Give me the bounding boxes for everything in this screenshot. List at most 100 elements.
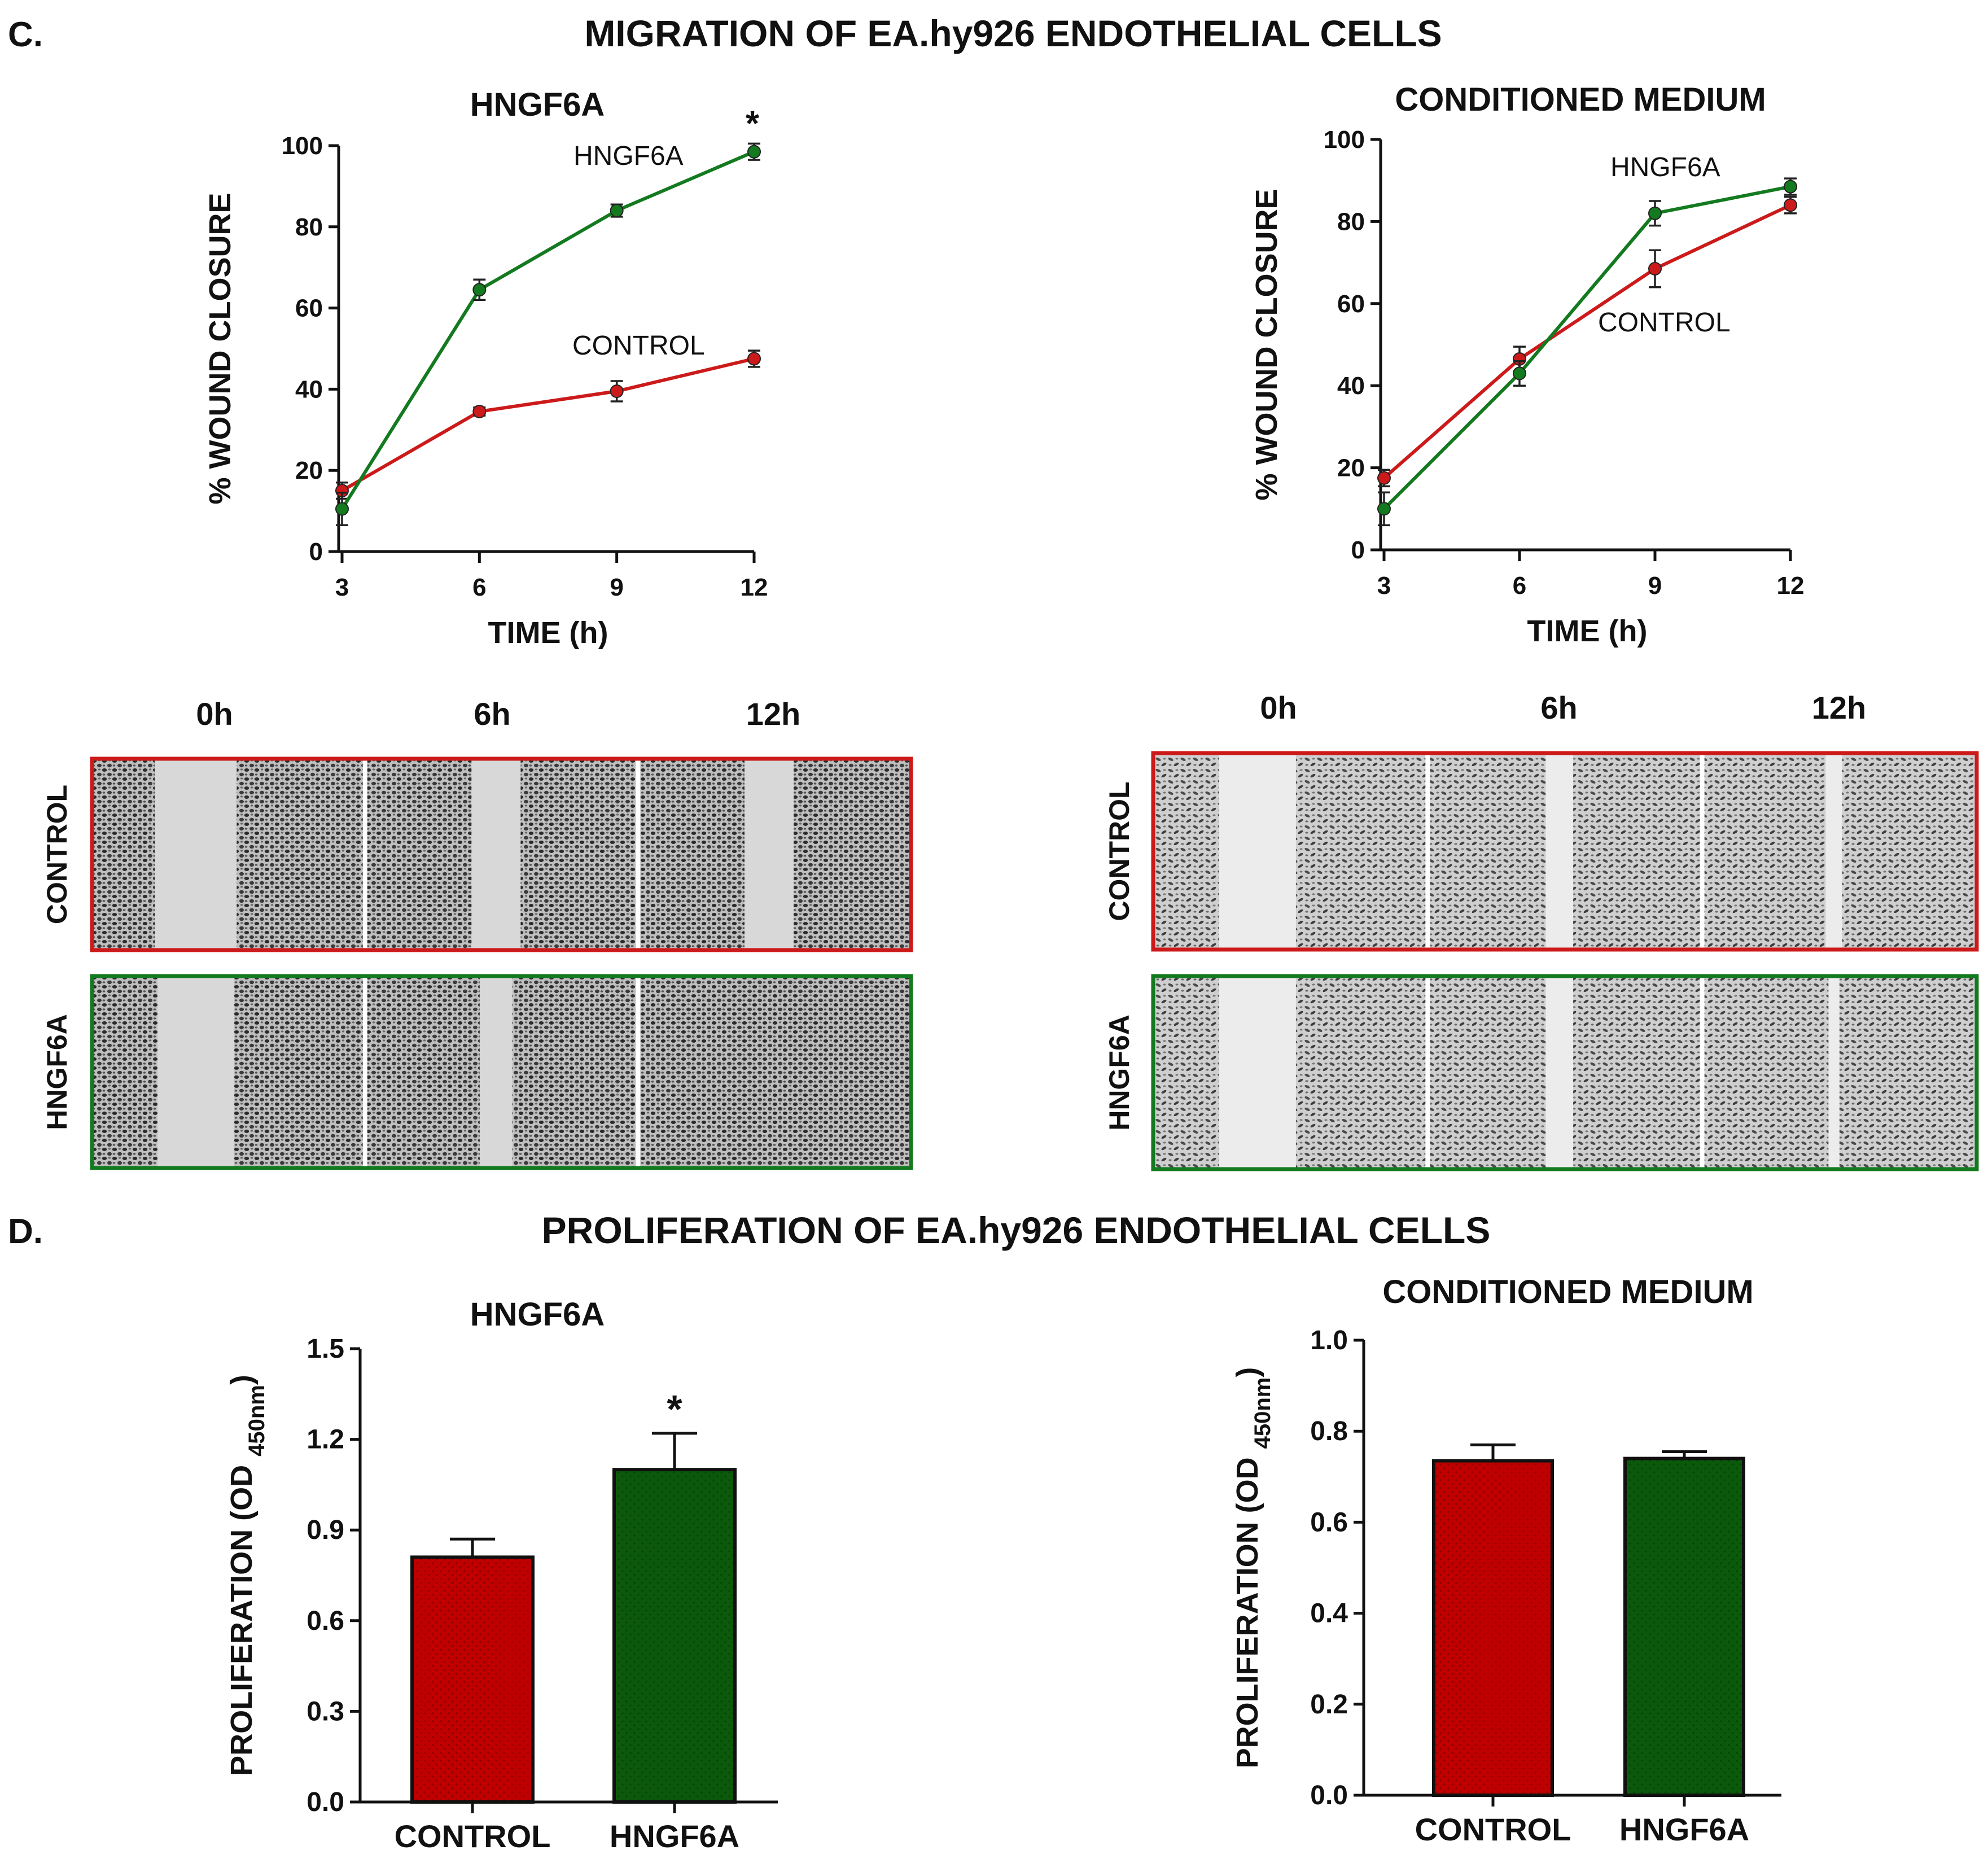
series-control [335, 349, 761, 500]
data-point [1377, 471, 1391, 485]
row-border [90, 974, 913, 1170]
chart-title: HNGF6A [470, 86, 605, 123]
x-axis-label: TIME (h) [1527, 614, 1648, 648]
x-tick-label: 3 [1377, 572, 1391, 600]
frame-divider [1425, 976, 1430, 1169]
y-tick-label: 100 [1324, 126, 1365, 154]
section-d-title: PROLIFERATION OF EA.hy926 ENDOTHELIAL CE… [542, 1209, 1491, 1251]
micrograph-frame [1702, 976, 1977, 1169]
section-c-title: MIGRATION OF EA.hy926 ENDOTHELIAL CELLS [584, 12, 1442, 54]
frame-divider [636, 976, 641, 1168]
frame-divider [1700, 976, 1705, 1169]
data-point [747, 352, 761, 366]
row-border [1151, 751, 1979, 952]
line-chart-hngf6a: HNGF6A 0 20 40 60 80 100 3 6 9 12 TIME (h) % WOUND C… [203, 86, 768, 650]
row-label-hngf6a: HNGF6A [41, 1014, 73, 1130]
x-tick-label: 9 [610, 574, 623, 601]
panel-letter-c: C. [8, 15, 43, 54]
row-border [1151, 974, 1979, 1171]
micrograph-frame [638, 759, 911, 950]
bar-texture [412, 1557, 533, 1802]
y-tick-label: 0.0 [306, 1787, 344, 1817]
frame-divider [1425, 753, 1430, 950]
cell-monolayer [638, 976, 911, 1168]
data-point [1784, 198, 1797, 212]
y-axis-label: % WOUND CLOSURE [1250, 189, 1284, 501]
x-tick-label: HNGF6A [610, 1818, 739, 1854]
y-tick-label: 60 [295, 295, 323, 322]
bar-texture [614, 1469, 735, 1802]
y-tick-label: 1.5 [306, 1334, 344, 1364]
y-tick-label: 0.4 [1310, 1599, 1348, 1629]
y-tick-label: 20 [295, 457, 323, 484]
time-label: 6h [474, 696, 510, 732]
panel-letter-d: D. [8, 1212, 43, 1251]
data-point [1513, 366, 1526, 380]
y-tick-label: 0.3 [306, 1696, 344, 1726]
line-chart-conditioned-medium: CONDITIONED MEDIUM 0 20 40 60 80 100 3 6 9 12 TIME … [1250, 81, 1804, 648]
data-point [472, 283, 487, 297]
data-point [1648, 206, 1662, 220]
data-point [610, 384, 624, 398]
micrograph-frame [1427, 976, 1702, 1169]
time-label: 12h [1812, 690, 1867, 725]
frame-divider [1700, 753, 1705, 950]
micrograph-frame [92, 759, 365, 950]
micrograph-frame [365, 976, 638, 1168]
micrograph-frame [365, 759, 638, 950]
y-tick-label: 100 [282, 132, 323, 160]
wound-gap [1219, 753, 1296, 950]
bar-texture [1434, 1460, 1552, 1795]
y-tick-label: 20 [1337, 454, 1365, 482]
micrograph-frame [1702, 753, 1977, 950]
y-tick-label: 1.0 [1310, 1326, 1348, 1355]
wound-gap [1828, 976, 1840, 1169]
y-tick-label: 80 [1337, 208, 1365, 235]
x-tick-label: 12 [741, 574, 768, 601]
time-label: 12h [746, 696, 801, 732]
series-line [1382, 185, 1791, 510]
data-point [335, 502, 349, 516]
wound-gap [1545, 753, 1574, 950]
micrograph-frame [1153, 976, 1428, 1169]
micrograph-panel-right: 0h 6h 12h CONTROL HNGF6A [1104, 690, 1979, 1171]
data-point [1377, 502, 1391, 516]
wound-gap [744, 759, 794, 950]
y-tick-label: 80 [295, 213, 323, 241]
data-point [1784, 180, 1797, 194]
wound-gap [479, 976, 513, 1168]
y-tick-label: 40 [1337, 372, 1365, 400]
x-tick-label: 6 [1513, 572, 1526, 600]
x-tick-label: CONTROL [395, 1818, 551, 1854]
x-tick-label: 6 [472, 574, 486, 601]
bar-chart-conditioned-medium: CONDITIONED MEDIUM 0.0 0.2 0.4 0.6 0.8 1.0 PROL… [1231, 1274, 1781, 1847]
micrograph-frame [638, 976, 911, 1168]
time-label: 0h [196, 696, 233, 732]
wound-gap [1825, 753, 1842, 950]
y-axis-label: % WOUND CLOSURE [203, 193, 237, 505]
series-hngf6a [335, 142, 761, 527]
row-border [90, 756, 913, 952]
micrograph-frame [1427, 753, 1702, 950]
series-line [340, 150, 755, 510]
x-tick-label: 9 [1648, 572, 1662, 600]
series-label-control: CONTROL [572, 331, 705, 361]
y-tick-label: 0.0 [1310, 1781, 1348, 1810]
cell-monolayer [1702, 976, 1977, 1169]
micrograph-frame [1153, 753, 1428, 950]
series-line [1383, 203, 1792, 480]
y-tick-label: 0 [1351, 536, 1365, 564]
series-label-control: CONTROL [1598, 308, 1731, 338]
micrograph-frame [92, 976, 365, 1168]
x-tick-label: CONTROL [1415, 1812, 1571, 1847]
frame-divider [362, 976, 367, 1168]
y-tick-label: 60 [1337, 290, 1365, 318]
bar-control [410, 1537, 535, 1804]
time-label: 6h [1540, 690, 1577, 725]
bar-control [1432, 1443, 1554, 1797]
row-label-hngf6a: HNGF6A [1104, 1014, 1135, 1131]
wound-gap [1545, 976, 1574, 1169]
data-point [1648, 262, 1662, 276]
significance-marker: * [667, 1387, 682, 1431]
chart-title: HNGF6A [470, 1296, 605, 1333]
